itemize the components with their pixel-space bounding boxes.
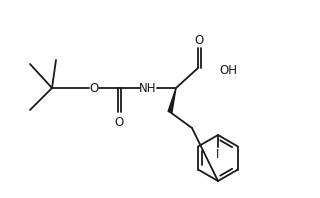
Text: I: I [216,148,220,162]
Polygon shape [168,88,176,112]
Text: OH: OH [219,64,237,76]
Text: NH: NH [139,82,157,94]
Text: O: O [89,82,99,94]
Text: O: O [114,115,124,129]
Text: O: O [195,33,204,47]
